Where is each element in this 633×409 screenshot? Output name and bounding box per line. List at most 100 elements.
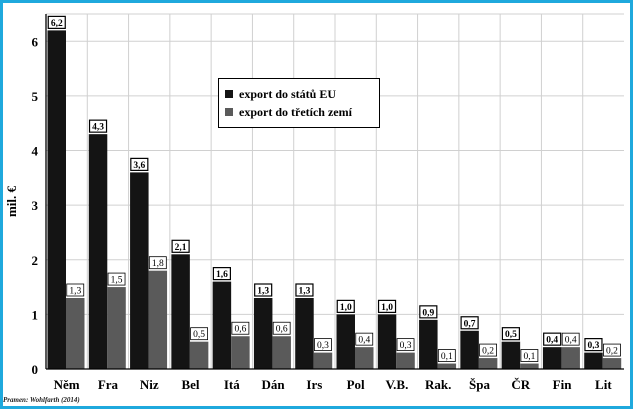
data-label-box (212, 267, 231, 281)
bar-third (520, 363, 539, 369)
bar-third (478, 358, 498, 369)
data-label-box (543, 332, 562, 346)
x-tick-label: Rak. (425, 377, 451, 392)
data-label-eu: 1,3 (299, 287, 311, 297)
x-tick-label: Itá (224, 377, 240, 392)
data-label-third: 1,8 (152, 259, 164, 269)
bar-third (602, 358, 622, 369)
data-labels: 6,2 1,3 4,3 1,5 3,6 1,8 2,1 0,5 1,6 0,6 1,3 0,6 1,3 0… (47, 15, 621, 362)
data-label-third: 0,3 (400, 341, 412, 351)
data-label-box (130, 157, 149, 171)
y-tick-label: 1 (32, 307, 39, 322)
data-label-eu: 1,3 (257, 287, 269, 297)
x-tick-label: Dán (262, 377, 286, 392)
bars (47, 30, 622, 370)
data-label-eu: 3,6 (133, 161, 145, 171)
data-label-box (190, 327, 209, 341)
data-label-box (66, 283, 85, 297)
data-label-eu: 4,3 (92, 123, 104, 133)
data-label-third: 0,2 (482, 347, 494, 357)
data-label-box (47, 15, 66, 29)
data-label-box (88, 119, 108, 133)
data-label-box (336, 299, 355, 313)
bar-third (561, 347, 580, 369)
x-tick-label: Niz (140, 377, 159, 392)
data-label-box (355, 332, 374, 346)
data-label-box (437, 349, 456, 362)
bar-third (396, 352, 415, 369)
legend-item-eu: export do států EU (225, 87, 336, 101)
data-label-third: 0,2 (606, 347, 618, 357)
data-label-third: 0,4 (565, 336, 577, 346)
x-tick-label: Pol (347, 377, 365, 392)
data-label-third: 1,5 (111, 276, 123, 286)
data-label-third: 0,1 (523, 352, 535, 362)
x-tick-label: Fin (553, 377, 573, 392)
x-tick-label: Špa (469, 377, 490, 392)
data-label-third: 0,1 (441, 352, 453, 362)
bar-third (148, 270, 168, 369)
legend-label-eu: export do států EU (239, 86, 337, 101)
bar-eu (501, 341, 521, 369)
bar-eu (377, 314, 397, 369)
bar-eu (584, 352, 603, 369)
data-label-box (460, 316, 479, 330)
bar-eu (253, 298, 273, 369)
data-label-third: 0,5 (193, 330, 205, 340)
x-tick-label: Fra (98, 377, 119, 392)
x-tick-label: Lit (595, 377, 612, 392)
x-tick-label: Něm (54, 377, 80, 392)
bar-third (189, 341, 209, 369)
data-label-box (520, 349, 539, 362)
data-label-third: 0,6 (234, 325, 246, 335)
data-label-box (231, 321, 250, 335)
legend-item-third: export do třetích zemí (225, 105, 352, 119)
bar-eu (460, 330, 479, 369)
bar-eu (212, 281, 232, 369)
bar-third (231, 336, 250, 369)
bar-eu (295, 298, 314, 369)
data-label-eu: 0,9 (422, 308, 434, 318)
x-tick-label: Irs (306, 377, 322, 392)
data-label-box (584, 338, 603, 352)
data-label-third: 0,6 (276, 325, 288, 335)
bar-third (355, 347, 374, 369)
data-label-box (148, 256, 167, 270)
x-tick-label: ČR (511, 377, 530, 392)
y-tick-label: 0 (32, 362, 39, 377)
legend-swatch-third (225, 108, 233, 116)
data-label-box (107, 272, 126, 286)
bar-third (437, 363, 457, 369)
data-label-box (272, 321, 291, 335)
data-label-eu: 0,4 (546, 336, 558, 346)
data-label-box (171, 239, 190, 253)
bar-eu (419, 319, 438, 369)
data-label-box (295, 283, 314, 297)
data-label-box (254, 283, 273, 297)
data-label-box (419, 305, 438, 319)
x-tick-label: Bel (181, 377, 199, 392)
source-note: Pramen: Wohlfarth (2014) (3, 396, 80, 404)
data-label-box (396, 338, 415, 352)
bar-eu (47, 30, 66, 370)
data-label-eu: 1,6 (216, 270, 228, 280)
legend: export do států EU export do třetích zem… (218, 78, 380, 128)
data-label-box (603, 343, 621, 357)
y-tick-label: 3 (32, 198, 39, 213)
bar-eu (336, 314, 355, 369)
data-label-eu: 2,1 (175, 243, 187, 253)
y-tick-label: 4 (32, 144, 39, 159)
bar-third (313, 352, 333, 369)
x-tick-label: V.B. (385, 377, 408, 392)
bar-eu (542, 347, 562, 369)
data-label-third: 0,4 (358, 336, 370, 346)
bar-eu (88, 134, 108, 369)
data-label-eu: 0,5 (505, 330, 517, 340)
data-label-third: 1,3 (69, 287, 81, 297)
data-label-eu: 6,2 (51, 19, 63, 29)
bar-eu (171, 254, 190, 369)
bar-third (107, 287, 126, 369)
bar-third (66, 298, 85, 369)
y-tick-label: 2 (32, 253, 39, 268)
